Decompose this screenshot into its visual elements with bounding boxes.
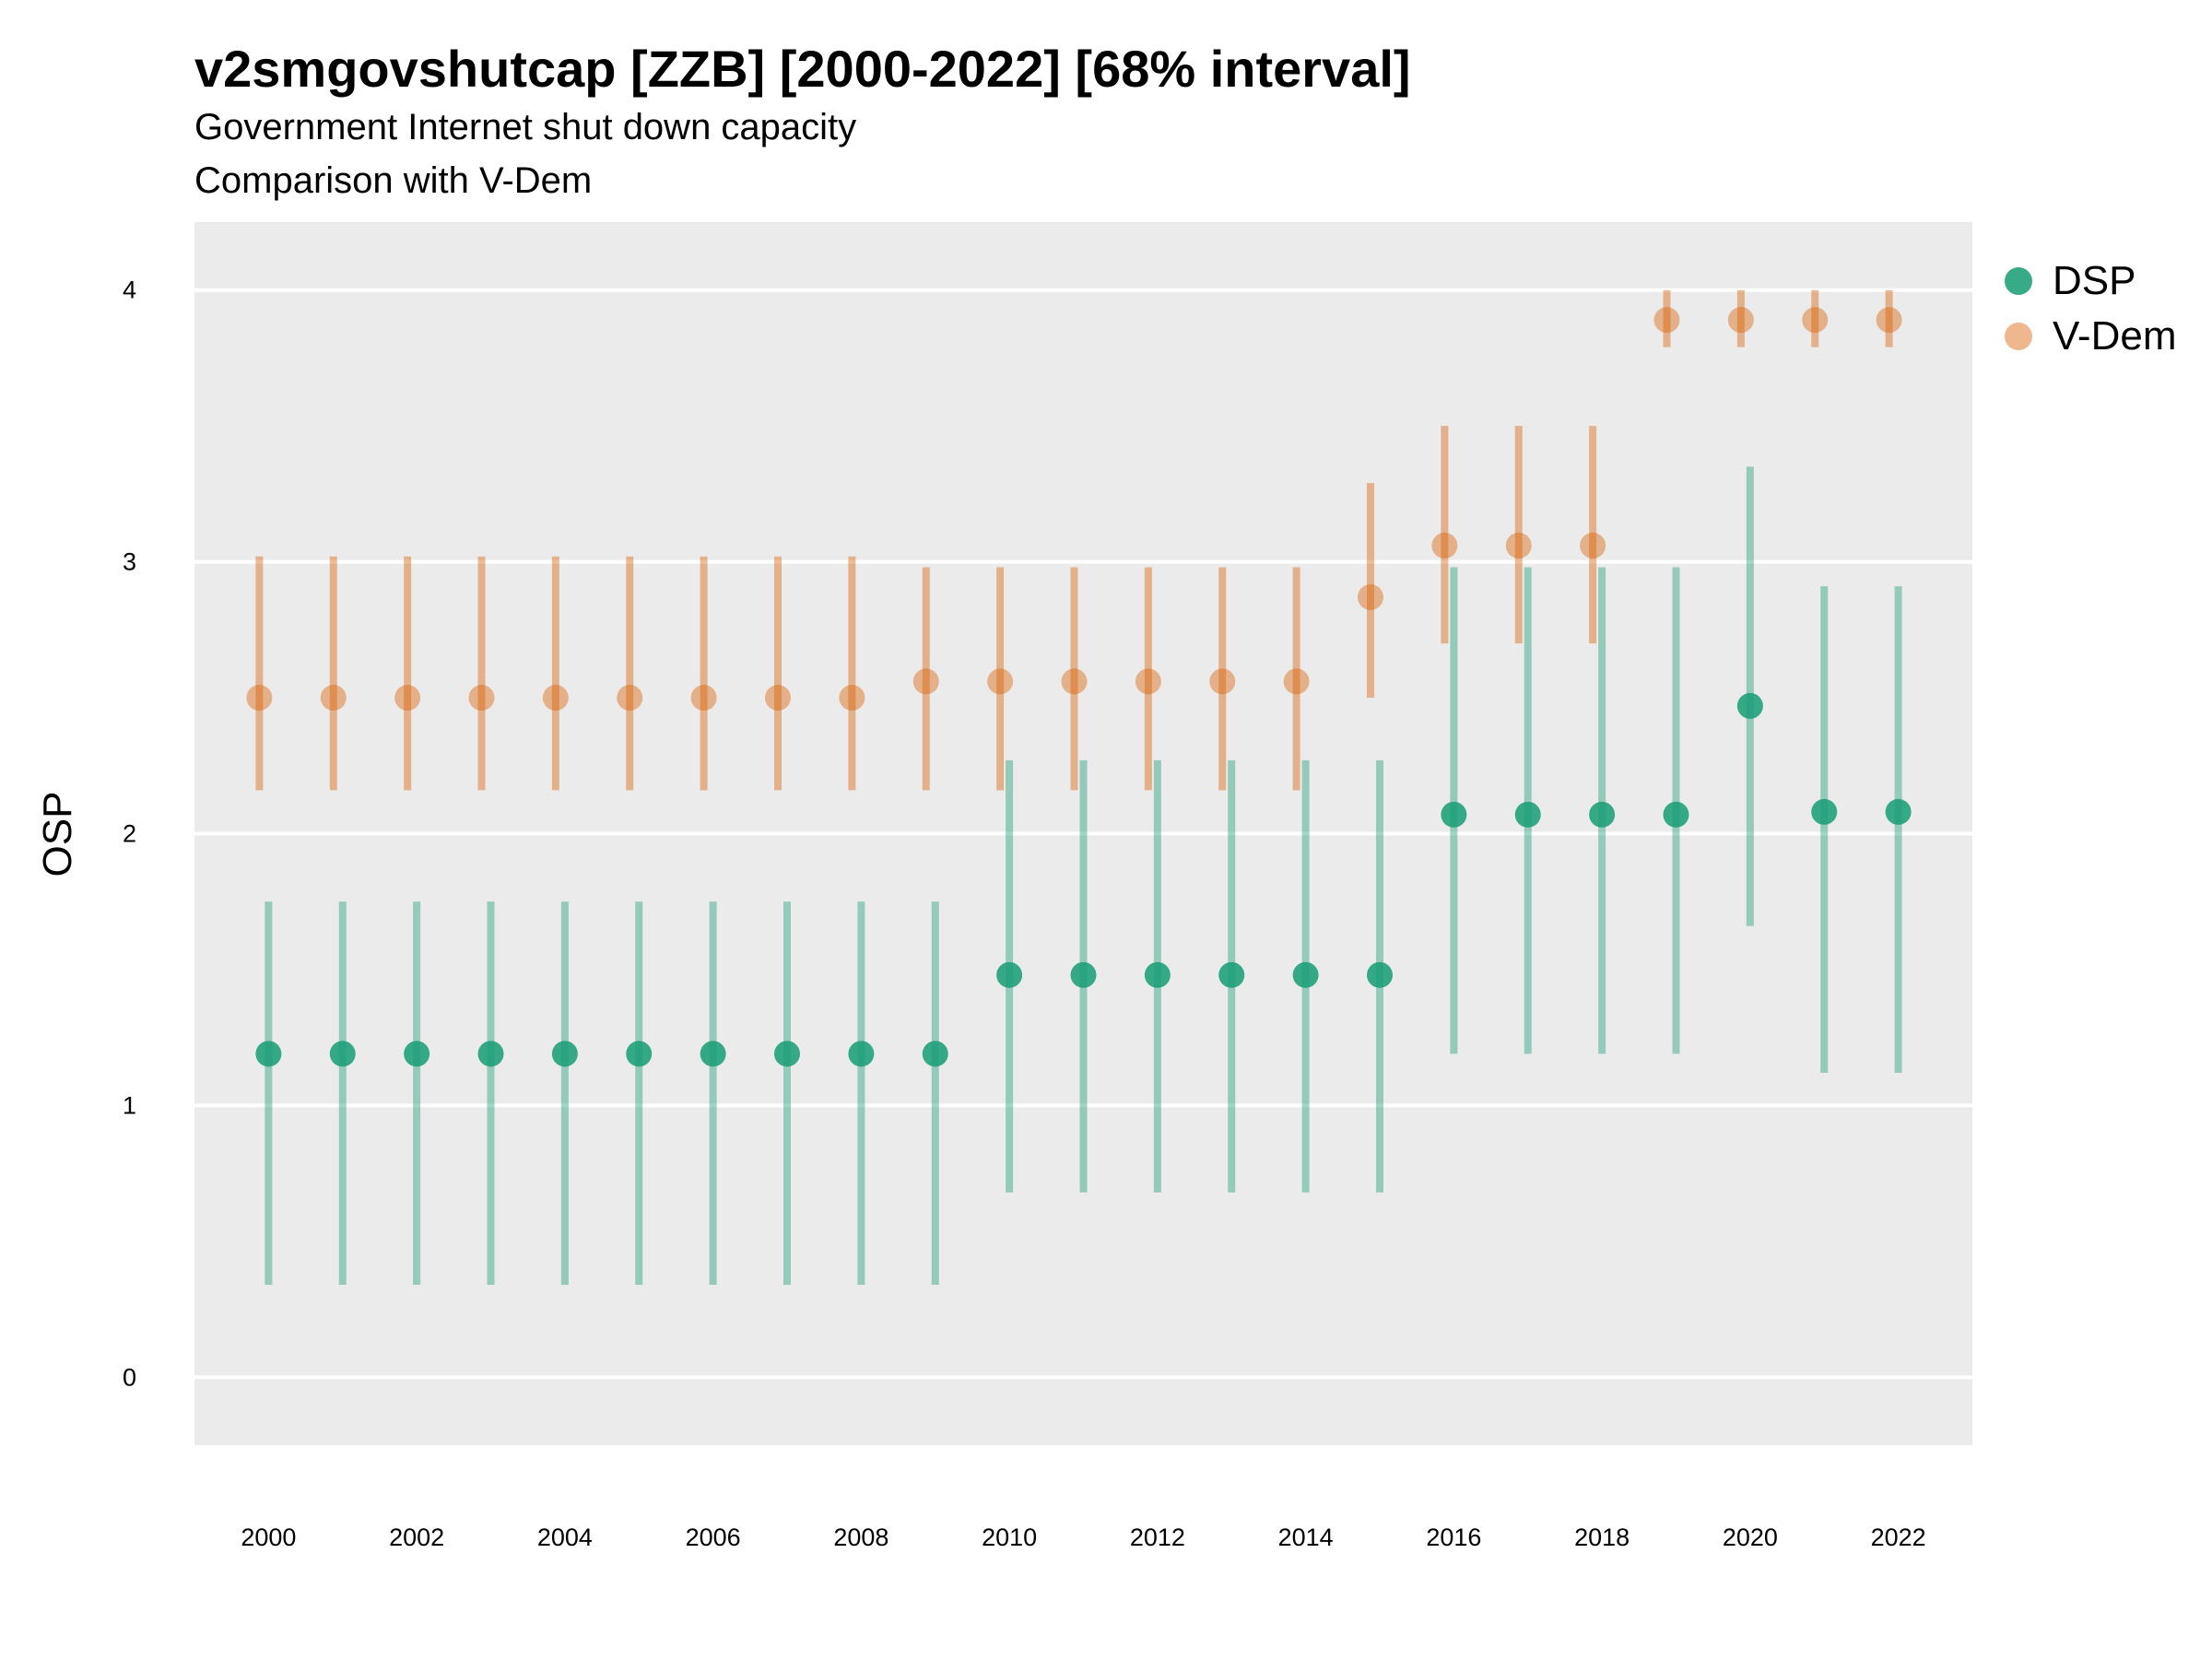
y-tick-labels: 0 1 2 3 4 [123,276,136,1392]
x-tick-label: 2006 [686,1524,741,1551]
v-dem-point [1876,307,1902,334]
x-tick-label: 2022 [1871,1524,1926,1551]
dsp-point [329,1041,356,1067]
legend-swatch [2005,267,2032,295]
v-dem-point [1505,532,1532,559]
v-dem-point [1431,532,1458,559]
dsp-point [1441,801,1467,828]
x-tick-label: 2020 [1723,1524,1778,1551]
dsp-point [477,1041,504,1067]
dsp-point [626,1041,653,1067]
dsp-point [922,1041,948,1067]
dsp-point [848,1041,875,1067]
v-dem-point [1580,532,1606,559]
y-tick-label: 3 [123,548,136,576]
x-tick-label: 2008 [833,1524,888,1551]
v-dem-point [987,668,1014,695]
legend-item-dsp: DSP [2005,253,2176,309]
dsp-point [1367,961,1393,988]
dsp-point [1589,801,1616,828]
v-dem-point [1061,668,1088,695]
v-dem-point [468,685,495,712]
dsp-point [255,1041,282,1067]
y-tick-label: 1 [123,1091,136,1119]
grid-lines [194,288,1972,1380]
dsp-point [1218,961,1245,988]
v-dem-point [1283,668,1310,695]
dsp-point [551,1041,578,1067]
x-tick-label: 2018 [1574,1524,1630,1551]
v-dem-point [1358,583,1383,610]
x-tick-label: 2004 [537,1524,593,1551]
v-dem-point [765,685,791,712]
dsp-point [1514,801,1541,828]
v-dem-point [912,668,939,695]
chart-subtitle: Government Internet shut down capacity [194,107,857,147]
x-tick-label: 2010 [982,1524,1037,1551]
dsp-point [1292,961,1319,988]
v-dem-point [839,685,865,712]
v-dem-point [1653,307,1680,334]
chart-subtitle-2: Comparison with V-Dem [194,160,593,201]
dsp-point [1885,798,1912,825]
x-tick-label: 2002 [389,1524,444,1551]
v-dem-point [1727,307,1754,334]
v-dem-point [1135,668,1161,695]
dsp-point [996,961,1023,988]
data-points [246,307,1912,1067]
v-dem-point [320,685,347,712]
v-dem-point [1802,307,1829,334]
v-dem-point [690,685,717,712]
x-tick-label: 2016 [1426,1524,1481,1551]
x-tick-label: 2012 [1130,1524,1185,1551]
legend: DSP V-Dem [2005,253,2176,364]
y-axis-label: OSP [35,792,80,877]
y-tick-label: 0 [123,1363,136,1391]
chart-title: v2smgovshutcap [ZZB] [2000-2022] [68% in… [194,40,1411,98]
x-tick-label: 2000 [241,1524,296,1551]
dsp-point [1070,961,1097,988]
v-dem-point [394,685,421,712]
v-dem-point [542,685,569,712]
dsp-point [1811,798,1838,825]
dsp-point [1663,801,1689,828]
x-tick-labels: 2000 2002 2004 2006 2008 2010 2012 2014 2016 2018… [241,1524,1925,1551]
dsp-point [404,1041,430,1067]
y-tick-label: 2 [123,820,136,848]
v-dem-point [617,685,643,712]
legend-item-v-dem: V-Dem [2005,309,2176,364]
legend-label: V-Dem [2053,313,2177,359]
legend-label: DSP [2053,258,2136,303]
x-tick-label: 2014 [1278,1524,1334,1551]
y-tick-label: 4 [123,276,136,304]
legend-swatch [2005,323,2032,350]
dsp-point [774,1041,800,1067]
dsp-point [1736,692,1763,719]
dsp-point [1144,961,1171,988]
dsp-point [700,1041,726,1067]
v-dem-point [246,685,273,712]
v-dem-point [1209,668,1236,695]
